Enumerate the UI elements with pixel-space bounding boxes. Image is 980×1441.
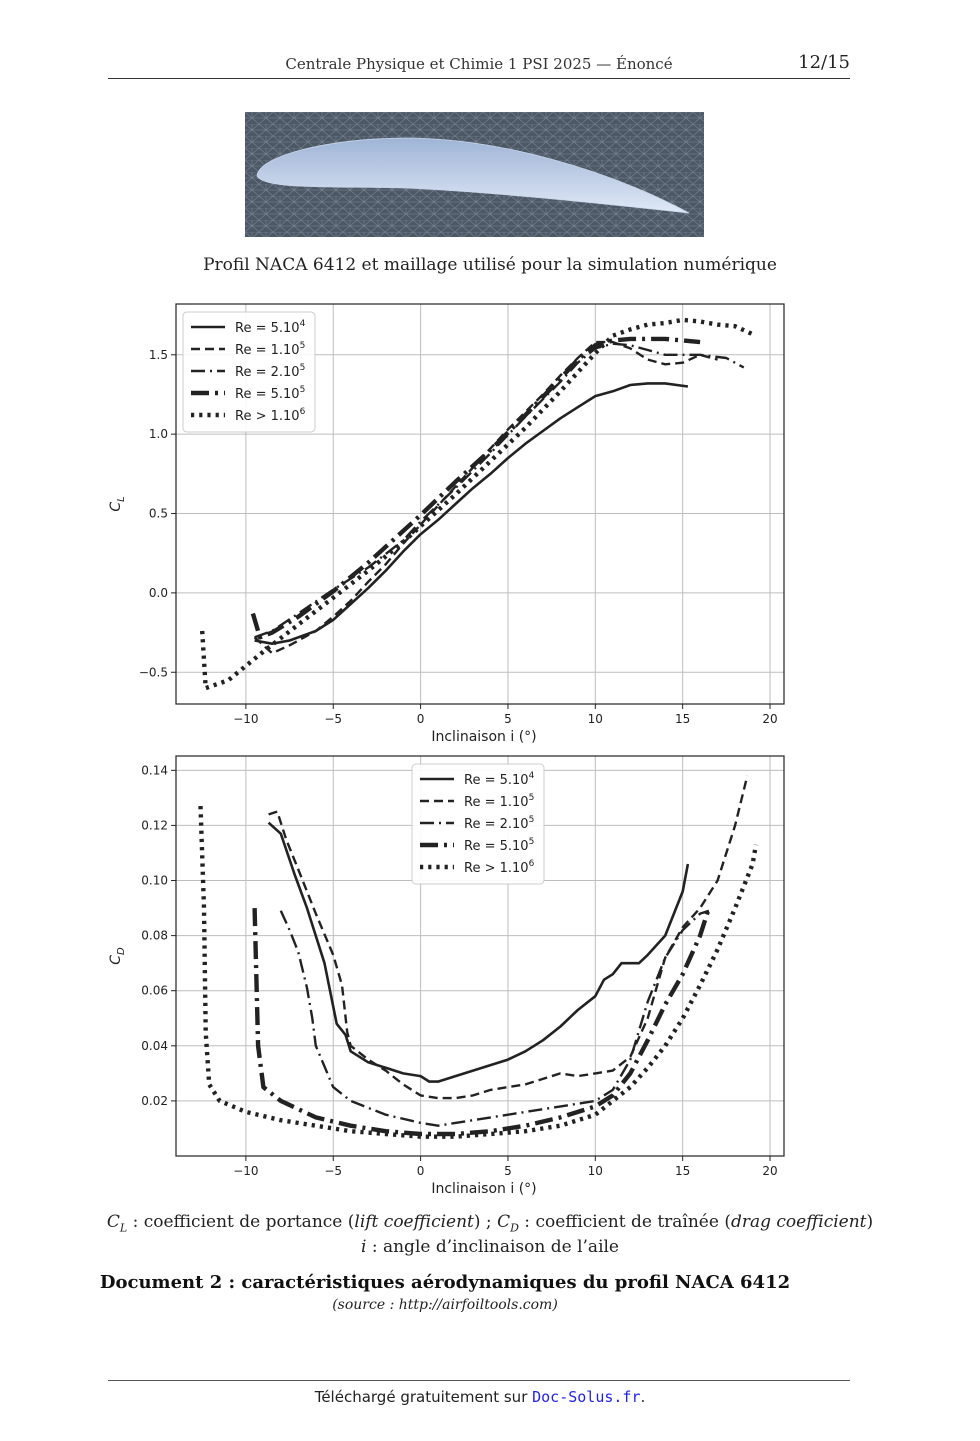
legend-label-2: Re = 1.105 xyxy=(464,793,534,810)
x-tick-label: −10 xyxy=(233,712,258,726)
header-title: Centrale Physique et Chimie 1 PSI 2025 —… xyxy=(285,55,673,73)
legend-box xyxy=(411,763,545,885)
series-line-2 xyxy=(268,775,749,1100)
legend-label-4: Re = 5.105 xyxy=(464,837,534,854)
caption-separator: ) ; xyxy=(473,1212,498,1232)
x-tick-label: 15 xyxy=(675,1164,690,1178)
x-tick-label: 0 xyxy=(417,712,425,726)
legend-label-exponent: 5 xyxy=(529,793,535,803)
x-axis-label: Inclinaison i (°) xyxy=(431,729,536,745)
y-tick-label: −0.5 xyxy=(139,665,168,679)
plot-frame xyxy=(175,303,785,705)
lift-coefficient-chart: −10 −5 0 5 10 15 20 −0.5 0.0 0.5 1.0 1.5 Inclinaison… xyxy=(90,290,810,750)
cl-symbol: C xyxy=(106,1212,120,1232)
y-tick-label: 1.0 xyxy=(149,427,168,441)
x-tick-label: 20 xyxy=(762,1164,777,1178)
y-tick-label: 0.0 xyxy=(149,586,168,600)
plot-frame xyxy=(175,755,785,1157)
y-tick-label: 0.12 xyxy=(141,818,168,832)
legend-label-exponent: 5 xyxy=(529,837,535,847)
x-tick-label: 15 xyxy=(675,712,690,726)
x-tick-label: 10 xyxy=(588,712,603,726)
legend-label-exponent: 5 xyxy=(300,363,306,373)
footer-end: . xyxy=(640,1388,646,1406)
legend-label-3: Re = 2.105 xyxy=(464,815,534,832)
airfoil-mesh-svg xyxy=(245,112,704,237)
y-axis-label-text: CL xyxy=(108,496,127,511)
series-line-4 xyxy=(250,336,701,640)
page-footer: Téléchargé gratuitement sur Doc-Solus.fr… xyxy=(0,1388,960,1406)
cd-text: : coefficient de traînée ( xyxy=(518,1212,731,1232)
x-tick-label: 20 xyxy=(762,712,777,726)
y-tick-label: 0.10 xyxy=(141,874,168,888)
y-tick-label: 0.06 xyxy=(141,984,168,998)
legend-box xyxy=(182,311,316,433)
angle-text: : angle d’inclinaison de l’aile xyxy=(366,1237,619,1257)
coefficient-caption: CL : coefficient de portance (lift coeff… xyxy=(0,1212,980,1234)
legend-label-4: Re = 5.105 xyxy=(235,385,305,402)
footer-text: Téléchargé gratuitement sur xyxy=(314,1388,533,1406)
lift-chart-svg: −10 −5 0 5 10 15 20 −0.5 0.0 0.5 1.0 1.5 Inclinaison… xyxy=(108,303,785,745)
x-tick-label: 5 xyxy=(504,712,512,726)
legend-label-exponent: 4 xyxy=(300,319,306,329)
legend-label-2: Re = 1.105 xyxy=(235,341,305,358)
x-axis-label: Inclinaison i (°) xyxy=(431,1181,536,1197)
series-line-5 xyxy=(200,317,757,691)
drag-chart-svg: −10 −5 0 5 10 15 20 0.02 0.04 0.06 0.08 0.10 0.12 0.1… xyxy=(108,755,785,1197)
x-tick-label: −10 xyxy=(233,1164,258,1178)
mesh-caption: Profil NACA 6412 et maillage utilisé pou… xyxy=(203,255,777,275)
page-number: 12/15 xyxy=(798,52,850,73)
cd-subscript: D xyxy=(510,1221,519,1235)
y-tick-label: 0.02 xyxy=(141,1094,168,1108)
footer-divider xyxy=(108,1380,850,1381)
y-tick-label: 0.04 xyxy=(141,1039,168,1053)
cd-symbol: C xyxy=(497,1212,511,1232)
legend-label-exponent: 4 xyxy=(529,771,535,781)
cd-end: ) xyxy=(866,1212,874,1232)
y-tick-label: 1.5 xyxy=(149,348,168,362)
y-axis-label-text: CD xyxy=(108,947,127,965)
y-axis-label: CD xyxy=(108,947,127,965)
x-tick-label: −5 xyxy=(324,1164,342,1178)
series-line-1 xyxy=(267,821,690,1083)
document-source: (source : http://airfoiltools.com) xyxy=(332,1297,558,1313)
drag-coefficient-chart: −10 −5 0 5 10 15 20 0.02 0.04 0.06 0.08 0.10 0.12 0.1… xyxy=(90,742,810,1202)
legend-label-3: Re = 2.105 xyxy=(235,363,305,380)
x-tick-label: 5 xyxy=(504,1164,512,1178)
cl-text: : coefficient de portance ( xyxy=(127,1212,355,1232)
cd-english: drag coefficient xyxy=(730,1212,867,1232)
legend-label-5: Re > 1.106 xyxy=(464,859,535,876)
document-title: Document 2 : caractéristiques aérodynami… xyxy=(99,1272,791,1293)
y-axis-label-subscript: L xyxy=(116,496,127,502)
legend-label-exponent: 6 xyxy=(300,407,306,417)
angle-symbol: i xyxy=(361,1237,367,1257)
series-line-1 xyxy=(254,382,689,645)
legend-label-exponent: 5 xyxy=(300,341,306,351)
airfoil-mesh-image xyxy=(245,112,704,237)
y-tick-label: 0.14 xyxy=(141,763,168,777)
legend-label-1: Re = 5.104 xyxy=(464,771,535,788)
airfoil-shape xyxy=(256,137,690,214)
y-axis-label: CL xyxy=(108,496,127,511)
legend-label-exponent: 6 xyxy=(529,859,535,869)
cl-english: lift coefficient xyxy=(354,1212,474,1232)
cl-subscript: L xyxy=(119,1221,128,1235)
x-tick-label: 0 xyxy=(417,1164,425,1178)
x-tick-label: −5 xyxy=(324,712,342,726)
legend-label-1: Re = 5.104 xyxy=(235,319,306,336)
series-line-2 xyxy=(253,340,718,655)
page-header: Centrale Physique et Chimie 1 PSI 2025 —… xyxy=(108,52,850,79)
series-line-5 xyxy=(198,806,759,1139)
x-tick-label: 10 xyxy=(588,1164,603,1178)
y-axis-label-subscript: D xyxy=(116,947,127,955)
angle-caption: i : angle d’inclinaison de l’aile xyxy=(0,1237,980,1257)
y-tick-label: 0.08 xyxy=(141,929,168,943)
legend-label-exponent: 5 xyxy=(300,385,306,395)
footer-link[interactable]: Doc-Solus.fr xyxy=(532,1388,641,1406)
legend-label-exponent: 5 xyxy=(529,815,535,825)
y-tick-label: 0.5 xyxy=(149,507,168,521)
legend-label-5: Re > 1.106 xyxy=(235,407,306,424)
series-line-4 xyxy=(252,907,711,1137)
